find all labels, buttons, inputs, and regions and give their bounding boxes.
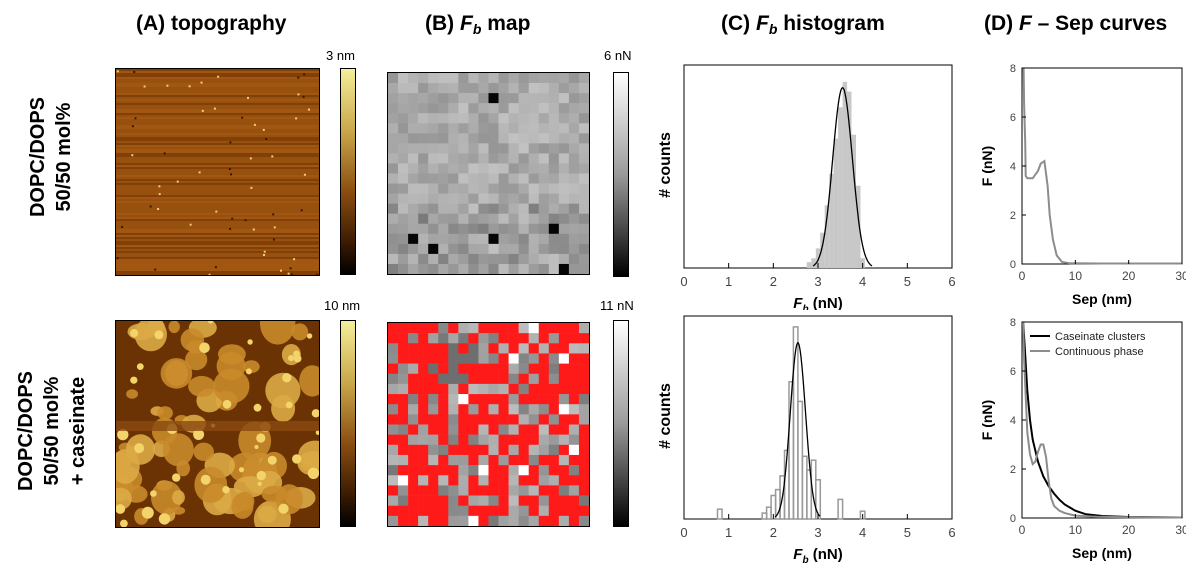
curve-x-tick-label: 0 (1019, 269, 1026, 283)
histogram-y-label: # counts (657, 132, 674, 198)
curve-x-label: Sep (nm) (1072, 291, 1132, 307)
curve-series-line (1022, 321, 1183, 519)
colorbar-topography-top (340, 68, 356, 275)
colorbar-label-topography-top: 3 nm (326, 48, 355, 63)
curve-y-tick-label: 2 (1010, 210, 1016, 222)
topography-image-top (115, 68, 320, 276)
title-fb-histogram: (C) Fb histogram (721, 12, 885, 37)
histogram-bar (811, 258, 816, 268)
topography-image-bottom-svg (116, 321, 319, 527)
histogram-bar (847, 91, 852, 268)
curve-x-tick-label: 30 (1175, 269, 1186, 283)
histogram-tick-label: 5 (904, 274, 911, 289)
histogram-bar (837, 498, 844, 520)
histogram-tick-label: 3 (814, 274, 821, 289)
curve-x-label: Sep (nm) (1072, 545, 1132, 561)
curve-y-tick-label: 4 (1010, 415, 1016, 427)
histogram-bar (829, 173, 834, 268)
title-topography: (A) topography (136, 12, 287, 35)
histogram-tick-label: 0 (680, 525, 687, 540)
force-curve-top: 0 2 4 6 8 0 10 20 30 Sep (nm) F (nN) (979, 63, 1186, 307)
histogram-x-label: Fb (nN) (793, 295, 842, 310)
topography-image-bottom (115, 320, 320, 528)
histogram-frame (683, 64, 953, 269)
curve-x-tick-label: 10 (1069, 269, 1083, 283)
curve-x-tick-label: 20 (1122, 269, 1136, 283)
title-fb-map: (B) Fb map (425, 12, 531, 37)
histogram-fit-curve (812, 86, 873, 267)
force-curve-bottom: 0 2 4 6 8 0 10 20 30 Sep (nm) F (nN) Caseinate clus… (979, 317, 1186, 561)
curve-y-tick-label: 8 (1010, 317, 1016, 329)
histogram-bar (856, 185, 861, 268)
histogram-fit-curve (774, 342, 821, 518)
histogram-bottom: 0 1 2 3 4 5 6 Fb (nN) # counts (657, 315, 956, 566)
histogram-tick-label: 5 (904, 525, 911, 540)
histogram-top: 0 1 2 3 4 5 6 Fb (nN) # counts (657, 64, 956, 310)
curve-x-tick-label: 20 (1122, 523, 1136, 537)
histogram-tick-label: 1 (725, 274, 732, 289)
legend-label: Continuous phase (1055, 346, 1144, 358)
histogram-bar (842, 81, 848, 268)
histogram-tick-label: 1 (725, 525, 732, 540)
histogram-x-label: Fb (nN) (793, 546, 842, 566)
histogram-tick-label: 2 (770, 274, 777, 289)
histogram-bar (838, 107, 843, 268)
title-f-sep-curves: (D) F – Sep curves (984, 12, 1168, 35)
histogram-bar (851, 134, 856, 268)
row-label-bottom: DOPC/DOPS 50/50 mol% + caseinate (15, 370, 89, 492)
histogram-bar (820, 232, 825, 268)
histogram-tick-label: 4 (859, 274, 866, 289)
fb-map-top (387, 72, 590, 275)
curve-x-tick-label: 0 (1019, 523, 1026, 537)
histogram-bar (716, 508, 723, 520)
curve-y-label: F (nN) (979, 400, 995, 440)
row-label-top: DOPC/DOPS 50/50 mol% (27, 96, 75, 218)
curve-series-line (1022, 321, 1183, 519)
histogram-y-label: # counts (657, 383, 674, 449)
histogram-tick-label: 3 (814, 525, 821, 540)
histogram-bar (824, 205, 830, 268)
curve-y-tick-label: 4 (1010, 161, 1016, 173)
histogram-tick-label: 6 (948, 274, 955, 289)
histogram-tick-label: 2 (770, 525, 777, 540)
colorbar-label-fb-map-top: 6 nN (604, 48, 632, 63)
histogram-frame (683, 315, 953, 520)
colorbar-topography-bottom (340, 320, 356, 527)
curve-x-tick-label: 10 (1069, 523, 1083, 537)
histogram-bar (833, 138, 839, 268)
curve-y-tick-label: 0 (1010, 259, 1016, 271)
fb-map-top-svg (388, 73, 589, 274)
curve-y-tick-label: 8 (1010, 63, 1016, 75)
curve-series-line (1022, 67, 1182, 265)
colorbar-label-topography-bottom: 10 nm (324, 298, 361, 313)
curve-x-tick-label: 30 (1175, 523, 1186, 537)
legend-label: Caseinate clusters (1055, 331, 1146, 343)
topography-image-top-svg (116, 69, 319, 275)
fb-map-bottom (387, 322, 590, 527)
colorbar-fb-map-top (613, 72, 629, 277)
curve-y-tick-label: 6 (1010, 366, 1016, 378)
colorbar-fb-map-bottom (613, 320, 629, 527)
histogram-bar (806, 262, 812, 268)
histogram-tick-label: 0 (680, 274, 687, 289)
histogram-tick-label: 4 (859, 525, 866, 540)
curve-y-label: F (nN) (979, 146, 995, 186)
curve-y-tick-label: 2 (1010, 464, 1016, 476)
curve-y-tick-label: 0 (1010, 513, 1016, 525)
histogram-bar (815, 248, 821, 268)
fb-map-bottom-svg (388, 323, 589, 526)
curve-y-tick-label: 6 (1010, 112, 1016, 124)
colorbar-label-fb-map-bottom: 11 nN (600, 298, 634, 313)
histogram-tick-label: 6 (948, 525, 955, 540)
